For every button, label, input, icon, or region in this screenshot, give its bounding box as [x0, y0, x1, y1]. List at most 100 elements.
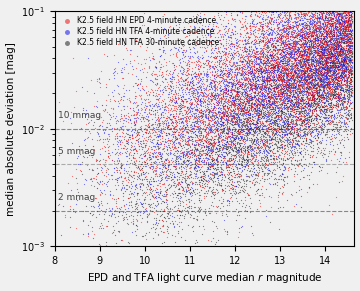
K2.5 field HN TFA 4-minute cadence	[129, 184, 135, 188]
K2.5 field HN EPD 4-minute cadence	[291, 121, 297, 126]
K2.5 field HN TFA 4-minute cadence	[260, 105, 266, 109]
K2.5 field HN TFA 30-minute cadence	[185, 182, 191, 186]
K2.5 field HN EPD 4-minute cadence	[322, 14, 328, 18]
K2.5 field HN EPD 4-minute cadence	[321, 58, 327, 63]
K2.5 field HN TFA 30-minute cadence	[302, 152, 307, 156]
K2.5 field HN EPD 4-minute cadence	[185, 79, 190, 83]
K2.5 field HN TFA 4-minute cadence	[307, 21, 313, 26]
K2.5 field HN EPD 4-minute cadence	[212, 89, 218, 94]
K2.5 field HN TFA 4-minute cadence	[211, 103, 217, 108]
K2.5 field HN EPD 4-minute cadence	[297, 88, 303, 93]
K2.5 field HN EPD 4-minute cadence	[298, 78, 304, 83]
K2.5 field HN EPD 4-minute cadence	[320, 29, 326, 33]
K2.5 field HN TFA 30-minute cadence	[128, 180, 134, 184]
K2.5 field HN TFA 4-minute cadence	[291, 52, 297, 56]
K2.5 field HN TFA 30-minute cadence	[220, 104, 225, 109]
K2.5 field HN TFA 4-minute cadence	[202, 87, 208, 92]
K2.5 field HN EPD 4-minute cadence	[288, 121, 294, 125]
K2.5 field HN TFA 30-minute cadence	[320, 53, 326, 57]
K2.5 field HN EPD 4-minute cadence	[159, 70, 165, 74]
K2.5 field HN TFA 4-minute cadence	[314, 127, 319, 132]
K2.5 field HN TFA 4-minute cadence	[234, 97, 240, 101]
K2.5 field HN TFA 4-minute cadence	[320, 44, 326, 49]
K2.5 field HN TFA 4-minute cadence	[309, 57, 314, 62]
K2.5 field HN TFA 30-minute cadence	[316, 114, 322, 119]
K2.5 field HN EPD 4-minute cadence	[262, 103, 268, 108]
K2.5 field HN TFA 4-minute cadence	[309, 33, 315, 38]
K2.5 field HN EPD 4-minute cadence	[319, 16, 324, 21]
K2.5 field HN TFA 4-minute cadence	[245, 64, 251, 68]
K2.5 field HN EPD 4-minute cadence	[240, 84, 246, 88]
K2.5 field HN EPD 4-minute cadence	[319, 100, 325, 104]
K2.5 field HN TFA 4-minute cadence	[95, 171, 101, 176]
K2.5 field HN EPD 4-minute cadence	[341, 93, 347, 97]
K2.5 field HN TFA 4-minute cadence	[312, 15, 318, 20]
K2.5 field HN TFA 4-minute cadence	[229, 29, 235, 34]
K2.5 field HN TFA 30-minute cadence	[277, 88, 283, 93]
K2.5 field HN EPD 4-minute cadence	[169, 40, 175, 45]
K2.5 field HN TFA 4-minute cadence	[275, 71, 281, 76]
K2.5 field HN EPD 4-minute cadence	[142, 102, 148, 107]
K2.5 field HN EPD 4-minute cadence	[146, 165, 152, 170]
K2.5 field HN EPD 4-minute cadence	[242, 46, 247, 50]
K2.5 field HN EPD 4-minute cadence	[171, 129, 177, 134]
K2.5 field HN TFA 4-minute cadence	[301, 106, 306, 111]
K2.5 field HN TFA 4-minute cadence	[335, 79, 341, 83]
K2.5 field HN EPD 4-minute cadence	[252, 116, 258, 120]
K2.5 field HN TFA 30-minute cadence	[319, 58, 324, 62]
K2.5 field HN TFA 4-minute cadence	[302, 72, 307, 77]
K2.5 field HN EPD 4-minute cadence	[289, 20, 295, 24]
K2.5 field HN TFA 4-minute cadence	[194, 107, 200, 111]
K2.5 field HN EPD 4-minute cadence	[339, 9, 345, 13]
K2.5 field HN TFA 30-minute cadence	[333, 30, 339, 34]
K2.5 field HN EPD 4-minute cadence	[280, 9, 286, 14]
K2.5 field HN TFA 4-minute cadence	[330, 32, 336, 36]
K2.5 field HN TFA 4-minute cadence	[336, 18, 341, 22]
K2.5 field HN EPD 4-minute cadence	[285, 52, 291, 56]
K2.5 field HN EPD 4-minute cadence	[300, 41, 305, 46]
K2.5 field HN TFA 4-minute cadence	[294, 23, 300, 28]
K2.5 field HN TFA 4-minute cadence	[304, 45, 310, 49]
K2.5 field HN TFA 4-minute cadence	[201, 72, 207, 76]
K2.5 field HN TFA 4-minute cadence	[211, 171, 217, 176]
K2.5 field HN TFA 4-minute cadence	[189, 181, 195, 186]
K2.5 field HN TFA 4-minute cadence	[324, 61, 329, 66]
K2.5 field HN TFA 30-minute cadence	[180, 200, 186, 204]
K2.5 field HN TFA 30-minute cadence	[263, 100, 269, 105]
K2.5 field HN TFA 30-minute cadence	[345, 22, 351, 26]
K2.5 field HN EPD 4-minute cadence	[275, 113, 281, 118]
K2.5 field HN TFA 30-minute cadence	[284, 139, 290, 144]
K2.5 field HN TFA 4-minute cadence	[186, 149, 192, 153]
K2.5 field HN TFA 4-minute cadence	[263, 62, 269, 66]
K2.5 field HN EPD 4-minute cadence	[262, 40, 268, 44]
K2.5 field HN TFA 30-minute cadence	[256, 115, 261, 119]
K2.5 field HN TFA 30-minute cadence	[266, 138, 272, 143]
K2.5 field HN EPD 4-minute cadence	[309, 94, 315, 99]
K2.5 field HN EPD 4-minute cadence	[278, 42, 283, 47]
K2.5 field HN TFA 4-minute cadence	[329, 5, 335, 10]
K2.5 field HN TFA 30-minute cadence	[338, 105, 344, 109]
K2.5 field HN TFA 30-minute cadence	[326, 65, 332, 70]
K2.5 field HN TFA 30-minute cadence	[341, 59, 347, 64]
K2.5 field HN TFA 4-minute cadence	[174, 127, 180, 132]
K2.5 field HN EPD 4-minute cadence	[233, 89, 238, 94]
K2.5 field HN EPD 4-minute cadence	[257, 50, 262, 54]
K2.5 field HN EPD 4-minute cadence	[337, 1, 343, 6]
K2.5 field HN TFA 4-minute cadence	[107, 193, 113, 197]
K2.5 field HN TFA 30-minute cadence	[301, 133, 307, 138]
K2.5 field HN TFA 4-minute cadence	[255, 109, 260, 113]
K2.5 field HN TFA 30-minute cadence	[183, 212, 188, 216]
K2.5 field HN EPD 4-minute cadence	[244, 56, 249, 61]
K2.5 field HN TFA 30-minute cadence	[224, 71, 230, 76]
K2.5 field HN TFA 30-minute cadence	[203, 194, 208, 199]
K2.5 field HN TFA 30-minute cadence	[344, 64, 350, 69]
K2.5 field HN EPD 4-minute cadence	[348, 57, 354, 62]
K2.5 field HN TFA 4-minute cadence	[347, 58, 353, 62]
K2.5 field HN TFA 4-minute cadence	[279, 61, 285, 65]
K2.5 field HN EPD 4-minute cadence	[235, 130, 241, 134]
K2.5 field HN EPD 4-minute cadence	[319, 14, 325, 19]
K2.5 field HN TFA 4-minute cadence	[154, 187, 160, 192]
K2.5 field HN EPD 4-minute cadence	[237, 65, 243, 70]
K2.5 field HN EPD 4-minute cadence	[194, 20, 200, 25]
K2.5 field HN TFA 4-minute cadence	[330, 9, 336, 13]
